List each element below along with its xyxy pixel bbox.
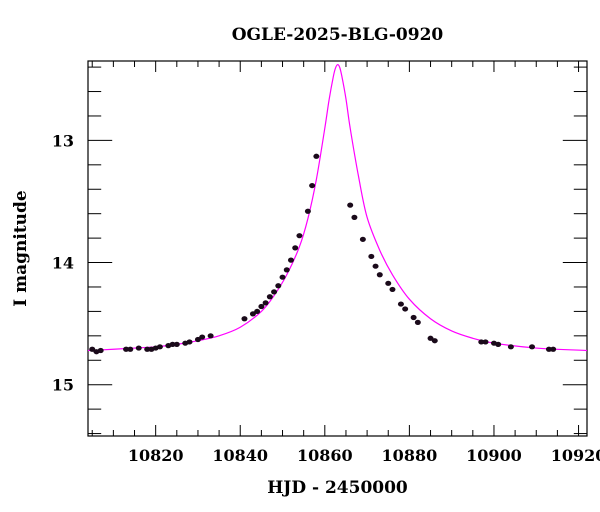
data-point [123,346,130,352]
data-points [89,153,557,355]
x-tick-label: 10860 [297,446,353,465]
data-point [135,345,142,351]
tick-labels: 10820 10840 10860 10880 10900 10920 13 14 15 [52,131,600,465]
model-curve [87,64,588,352]
data-point [249,311,256,317]
data-point [207,333,214,339]
data-point [194,336,201,343]
data-point [186,339,193,345]
data-point [368,253,375,260]
data-point [427,335,434,341]
data-point [173,341,180,347]
y-tick-label: 14 [52,254,74,273]
data-point [89,346,96,352]
data-point [347,202,354,208]
data-point [507,344,514,350]
data-point [97,347,104,354]
data-point [296,233,303,239]
data-point [241,316,248,322]
data-point [266,294,273,300]
data-point [144,346,151,352]
data-point [385,280,392,286]
data-point [359,236,366,242]
data-point [482,339,489,345]
data-point [309,182,316,189]
data-point [275,283,282,289]
x-tick-label: 10820 [128,446,184,465]
data-point [169,341,176,347]
data-point [372,263,379,269]
data-point [389,286,396,293]
chart-title: OGLE-2025-BLG-0920 [232,25,444,45]
data-point [262,300,269,306]
y-tick-label: 15 [52,376,74,395]
data-point [478,339,485,345]
x-tick-label: 10900 [466,446,522,465]
plot-border [87,60,588,437]
data-point [376,272,383,278]
data-point [495,341,502,347]
x-tick-label: 10880 [382,446,438,465]
x-axis-label: HJD - 2450000 [267,478,408,498]
data-point [410,314,417,321]
data-point [283,267,290,273]
x-tick-label: 10840 [212,446,268,465]
data-point [287,257,294,263]
data-point [550,346,557,352]
data-point [304,208,311,214]
data-point [127,346,134,352]
data-point [279,274,286,280]
data-point [351,214,358,220]
data-point [402,306,409,312]
data-point [292,245,299,251]
data-point [199,334,206,340]
data-point [545,346,552,352]
data-point [431,338,438,344]
y-axis-label: I magnitude [11,190,31,307]
data-point [156,344,163,350]
data-point [271,289,278,295]
plot-frame [87,60,588,437]
y-tick-label: 13 [52,131,74,150]
data-point [313,153,320,159]
data-point [397,301,404,307]
data-point [254,308,261,315]
data-point [529,344,536,350]
data-point [414,319,421,326]
axis-ticks [88,61,587,436]
data-point [258,303,265,310]
x-tick-label: 10920 [551,446,600,465]
